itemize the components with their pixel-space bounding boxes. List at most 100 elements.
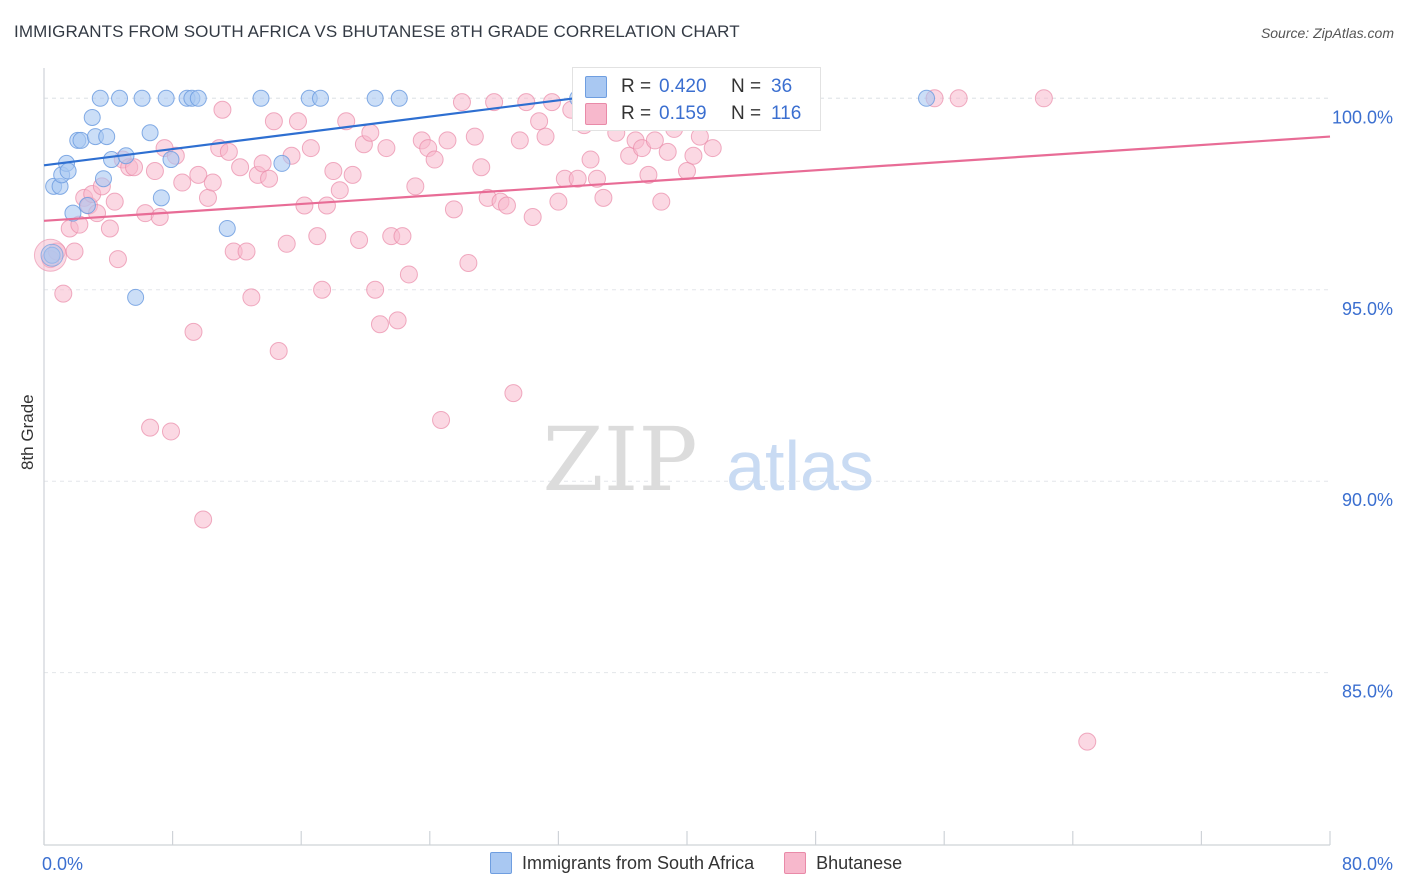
bhutanese-point	[184, 322, 203, 341]
bhutanese-point	[361, 123, 380, 142]
south-africa-point	[103, 151, 121, 169]
bhutanese-point	[388, 311, 407, 330]
bhutanese-point	[219, 142, 238, 161]
bhutanese-point	[108, 250, 127, 269]
bhutanese-point	[295, 196, 314, 215]
bhutanese-point	[587, 169, 606, 188]
bhutanese-point	[253, 154, 272, 173]
south-africa-point	[133, 89, 151, 107]
r-value: 0.420	[659, 76, 707, 97]
south-africa-trend-line	[43, 97, 575, 167]
south-africa-point	[111, 89, 129, 107]
bhutanese-point	[517, 93, 536, 112]
bhutanese-point	[277, 234, 296, 253]
bhutanese-point	[189, 165, 208, 184]
n-label: N =	[731, 76, 762, 97]
y-tick-label: 100.0%	[1332, 107, 1393, 127]
bhutanese-point	[399, 265, 418, 284]
south-africa-point	[78, 197, 96, 215]
stats-row-south-africa: R = 0.420 N = 36	[585, 74, 792, 100]
bhutanese-point	[459, 253, 478, 272]
bhutanese-point	[425, 150, 444, 169]
legend-item-south-africa[interactable]: Immigrants from South Africa	[490, 852, 754, 874]
bhutanese-point	[269, 342, 288, 361]
bhutanese-point	[100, 219, 119, 238]
chart-title: IMMIGRANTS FROM SOUTH AFRICA VS BHUTANES…	[14, 22, 740, 41]
pink-swatch	[585, 103, 607, 125]
bhutanese-point	[444, 200, 463, 219]
bhutanese-point	[324, 162, 343, 181]
bhutanese-point	[370, 315, 389, 334]
south-africa-point	[127, 288, 145, 306]
bhutanese-point	[393, 227, 412, 246]
south-africa-point	[918, 89, 936, 107]
bhutanese-point	[308, 227, 327, 246]
bhutanese-point	[523, 208, 542, 226]
bhutanese-point	[264, 112, 283, 131]
south-africa-points	[40, 89, 936, 306]
south-africa-cluster-point	[40, 243, 64, 267]
bhutanese-point	[65, 242, 84, 261]
bhutanese-point	[639, 165, 658, 184]
south-africa-point	[152, 189, 170, 207]
bhutanese-point	[645, 131, 664, 150]
bhutanese-point	[203, 173, 222, 192]
legend-item-bhutanese[interactable]: Bhutanese	[784, 852, 902, 874]
south-africa-point	[141, 124, 159, 142]
stats-row-bhutanese: R = 0.159 N = 116	[585, 101, 801, 127]
gridlines	[44, 97, 1330, 674]
axes	[43, 68, 1331, 846]
bhutanese-point	[161, 422, 180, 441]
bhutanese-point	[594, 188, 613, 207]
y-axis-label: 8th Grade	[18, 394, 37, 470]
south-africa-point	[366, 89, 384, 107]
bhutanese-point	[472, 158, 491, 177]
bhutanese-point	[678, 162, 696, 181]
bhutanese-point	[438, 131, 457, 150]
bhutanese-point	[173, 173, 192, 192]
watermark-atlas: atlas	[726, 427, 874, 505]
south-africa-point	[91, 89, 109, 107]
tick-labels: 85.0% 90.0% 95.0% 100.0% 0.0% 80.0%	[42, 107, 1393, 874]
bhutanese-point	[145, 162, 164, 181]
bhutanese-point	[366, 280, 385, 299]
x-tick-label-max: 80.0%	[1342, 854, 1393, 874]
bhutanese-point	[1034, 89, 1053, 108]
blue-swatch	[585, 76, 607, 98]
n-label: N =	[731, 103, 762, 124]
bhutanese-point	[231, 158, 250, 177]
bhutanese-point	[343, 165, 362, 184]
bhutanese-point	[213, 100, 232, 119]
bhutanese-point	[194, 510, 213, 529]
bhutanese-point	[497, 196, 516, 215]
bhutanese-point	[288, 112, 307, 131]
bhutanese-point	[237, 242, 256, 261]
south-africa-point	[252, 89, 270, 107]
bhutanese-point	[330, 181, 349, 200]
south-africa-point	[189, 89, 207, 107]
south-africa-point	[64, 204, 82, 222]
bhutanese-point	[406, 177, 425, 196]
bhutanese-point	[949, 89, 968, 108]
bhutanese-point	[1078, 732, 1097, 751]
bhutanese-point	[549, 192, 568, 211]
south-africa-point	[94, 170, 112, 188]
bhutanese-point	[150, 208, 169, 226]
south-africa-point	[157, 89, 175, 107]
y-tick-label: 90.0%	[1342, 490, 1393, 510]
legend-pink-swatch	[784, 852, 807, 874]
south-africa-point	[72, 131, 90, 149]
bhutanese-point	[568, 169, 587, 188]
bhutanese-point	[703, 139, 722, 158]
r-label: R =	[621, 103, 652, 124]
south-africa-point	[273, 154, 291, 172]
r-value: 0.159	[659, 103, 707, 124]
bhutanese-trend-line	[43, 135, 1331, 222]
stats-box: R = 0.420 N = 36 R = 0.159 N = 116	[572, 67, 821, 131]
bhutanese-point	[141, 418, 160, 437]
n-value: 116	[771, 103, 802, 124]
bhutanese-point	[658, 142, 677, 161]
y-tick-label: 95.0%	[1342, 299, 1393, 319]
bhutanese-point	[504, 384, 523, 403]
